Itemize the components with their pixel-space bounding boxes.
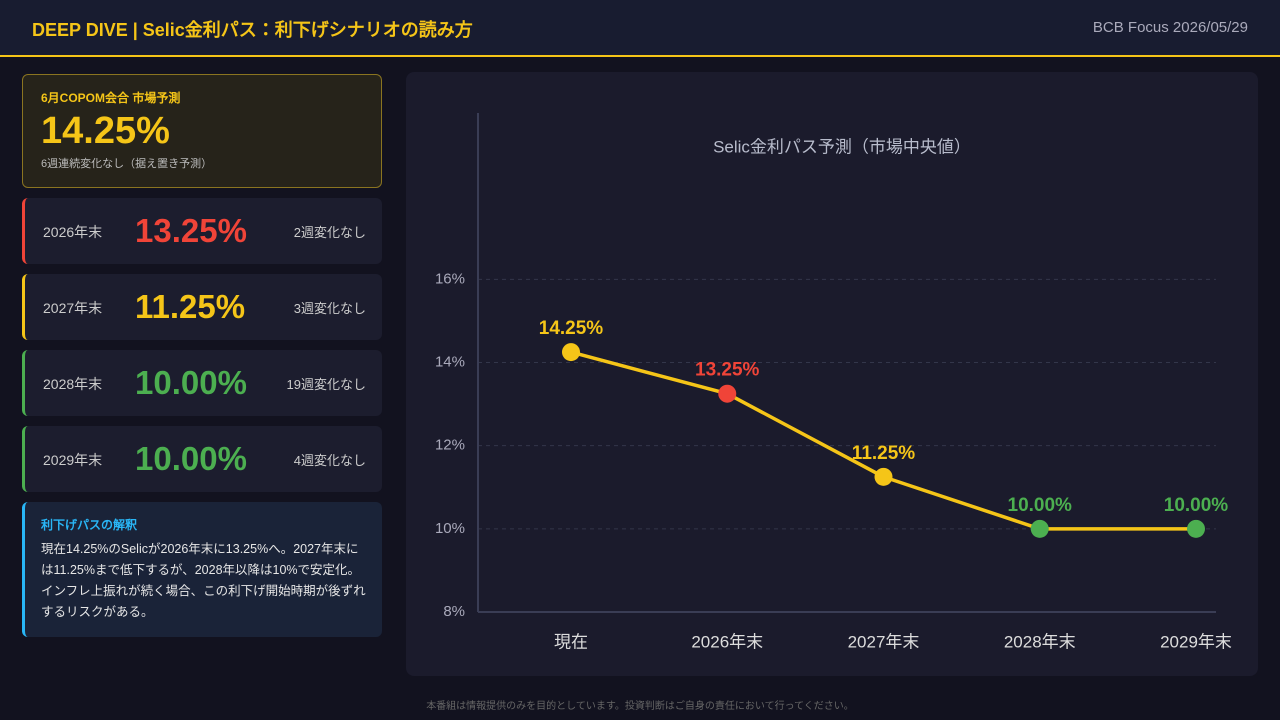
card-note: 2週変化なし (293, 225, 366, 240)
x-tick-label: 2029年末 (1160, 632, 1232, 651)
value-label: 13.25% (695, 360, 760, 381)
header: DEEP DIVE | Selic金利パス：利下げシナリオの読み方 BCB Fo… (0, 0, 1280, 57)
header-source: BCB Focus 2026/05/29 (1092, 19, 1248, 36)
explanation-title: 利下げパスの解釈 (41, 518, 138, 532)
rate-card: 2027年末 11.25% 3週変化なし (22, 274, 382, 340)
highlight-rate: 14.25% (41, 110, 170, 152)
card-rate: 11.25% (135, 288, 246, 325)
x-tick-label: 現在 (554, 632, 588, 651)
card-note: 4週変化なし (293, 453, 366, 468)
point (874, 467, 893, 486)
card-rate: 10.00% (135, 440, 247, 477)
x-tick-label: 2028年末 (1004, 632, 1076, 651)
value-label: 14.25% (539, 318, 604, 339)
point (718, 384, 737, 403)
value-label: 11.25% (852, 443, 915, 464)
highlight-label: 6月COPOM会合 市場予測 (41, 91, 181, 105)
chart-title: Selic金利パス予測（市場中央値） (713, 137, 971, 156)
y-tick-label: 14% (435, 353, 465, 370)
rate-card: 2028年末 10.00% 19週変化なし (22, 350, 382, 416)
rate-card: 2029年末 10.00% 4週変化なし (22, 426, 382, 492)
header-title: DEEP DIVE | Selic金利パス：利下げシナリオの読み方 (32, 20, 473, 40)
value-label: 10.00% (1164, 495, 1229, 516)
card-year: 2029年末 (43, 452, 103, 468)
line (570, 350, 1196, 531)
card-rate: 13.25% (135, 212, 247, 249)
point (1030, 519, 1049, 538)
explanation: 利下げパスの解釈 現在14.25%のSelicが2026年末に13.25%へ。2… (22, 502, 382, 637)
explanation-text: 現在14.25%のSelicが2026年末に13.25%へ。2027年末には11… (41, 542, 366, 619)
card-year: 2028年末 (43, 376, 103, 392)
chart-panel (406, 72, 1258, 676)
x-tick-label: 2026年末 (691, 632, 763, 651)
y-tick-label: 12% (435, 437, 465, 454)
rate-card: 2026年末 13.25% 2週変化なし (22, 198, 382, 264)
value-label: 10.00% (1008, 495, 1073, 516)
highlight-card: 6月COPOM会合 市場予測 14.25% 6週連続変化なし（据え置き予測） (22, 74, 382, 188)
x-tick-label: 2027年末 (848, 632, 920, 651)
point (562, 343, 580, 362)
card-note: 19週変化なし (286, 377, 366, 392)
card-year: 2026年末 (43, 224, 103, 240)
card-note: 3週変化なし (293, 301, 366, 316)
y-tick-label: 10% (435, 520, 465, 537)
card-year: 2027年末 (43, 300, 103, 316)
card-rate: 10.00% (135, 364, 247, 401)
y-tick-label: 16% (435, 270, 465, 287)
highlight-note: 6週連続変化なし（据え置き予測） (41, 158, 213, 170)
footer: 本番組は情報提供のみを目的としています。投資判断はご自身の責任において行ってくだ… (426, 701, 854, 712)
point (1187, 519, 1205, 538)
y-tick-label: 8% (443, 603, 465, 620)
